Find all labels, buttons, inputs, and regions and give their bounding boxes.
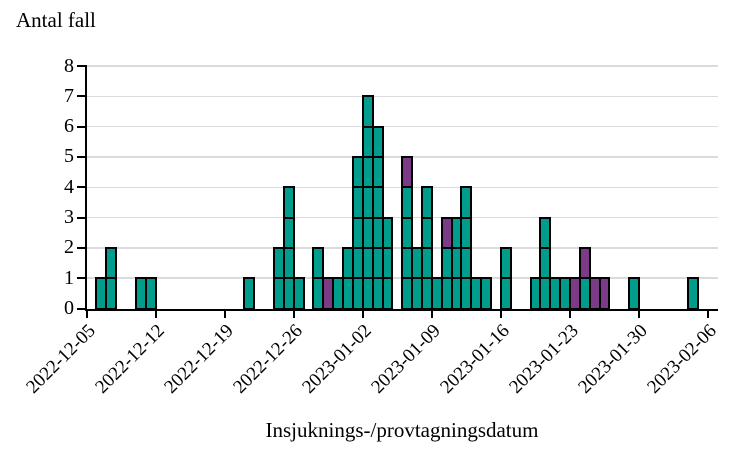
case-cell-teal	[401, 186, 414, 219]
y-axis-tick	[77, 277, 85, 280]
y-axis-tick-label: 2	[64, 236, 74, 259]
y-axis-tick	[77, 246, 85, 249]
y-axis-tick	[77, 307, 85, 310]
case-cell-teal	[499, 277, 512, 310]
y-axis-tick	[77, 125, 85, 128]
x-axis-tick	[707, 310, 710, 318]
plot-area	[86, 65, 718, 310]
y-axis-tick-label: 4	[64, 175, 74, 198]
x-axis-tick	[85, 310, 88, 318]
y-axis-tick-label: 5	[64, 145, 74, 168]
case-cell-teal	[539, 216, 552, 249]
y-axis-tick-label: 1	[64, 266, 74, 289]
case-cell-teal	[282, 246, 295, 280]
y-axis-tick	[77, 216, 85, 219]
x-axis-tick-label: 2023-01-30	[574, 320, 653, 398]
case-cell-teal	[243, 277, 256, 310]
case-cell-teal	[381, 246, 394, 280]
case-cell-teal	[420, 246, 433, 280]
y-axis-tick-label: 6	[64, 115, 74, 138]
x-axis-tick	[430, 310, 433, 318]
case-cell-teal	[371, 186, 384, 219]
case-cell-purple	[401, 155, 414, 189]
gridline	[86, 65, 718, 67]
gridline	[86, 125, 718, 128]
x-axis-tick	[154, 310, 157, 318]
x-axis-tick-label: 2023-01-09	[367, 320, 446, 398]
y-axis-tick	[77, 95, 85, 98]
x-axis-tick-label: 2023-01-23	[505, 320, 584, 398]
y-axis-tick	[77, 186, 85, 189]
y-axis-tick	[77, 65, 85, 67]
case-cell-teal	[460, 186, 473, 219]
y-axis-tick	[77, 155, 85, 158]
x-axis-tick-label: 2023-01-02	[298, 320, 376, 398]
case-cell-teal	[381, 277, 394, 310]
x-axis-tick-label: 2022-12-05	[22, 320, 100, 398]
gridline	[86, 95, 718, 98]
case-cell-teal	[420, 216, 433, 249]
x-axis-tick	[638, 310, 641, 318]
case-cell-teal	[361, 95, 374, 128]
case-cell-teal	[312, 246, 325, 280]
x-axis-tick-label: 2023-02-06	[643, 320, 722, 398]
case-cell-teal	[105, 246, 118, 280]
case-cell-teal	[499, 246, 512, 280]
case-cell-teal	[371, 155, 384, 189]
y-axis-line	[84, 64, 87, 311]
y-axis-tick-label: 3	[64, 206, 74, 229]
y-axis-tick-label: 8	[64, 54, 74, 77]
x-axis-tick	[223, 310, 226, 318]
case-cell-teal	[460, 216, 473, 249]
chart-title: Antal fall	[16, 8, 96, 32]
x-axis-tick	[361, 310, 364, 318]
y-axis-tick-label: 0	[64, 297, 74, 319]
case-cell-teal	[480, 277, 493, 310]
x-axis-line	[84, 308, 718, 311]
y-axis-tick-label: 7	[64, 84, 74, 107]
x-axis-tick-label: 2022-12-19	[160, 320, 238, 398]
case-cell-teal	[282, 186, 295, 219]
case-cell-teal	[105, 277, 118, 310]
case-cell-teal	[371, 125, 384, 158]
case-cell-teal	[420, 186, 433, 219]
x-axis-tick	[292, 310, 295, 318]
case-cell-teal	[282, 216, 295, 249]
case-cell-teal	[539, 246, 552, 280]
case-cell-teal	[687, 277, 700, 310]
case-cell-teal	[460, 246, 473, 280]
x-axis-tick-label: 2023-01-16	[436, 320, 515, 398]
case-cell-teal	[292, 277, 305, 310]
case-cell-teal	[628, 277, 641, 310]
case-cell-teal	[144, 277, 157, 310]
case-cell-purple	[578, 246, 591, 280]
x-axis-tick	[499, 310, 502, 318]
case-cell-teal	[381, 216, 394, 249]
x-axis-tick	[568, 310, 571, 318]
case-cell-purple	[598, 277, 611, 310]
x-axis-title: Insjuknings-/provtagningsdatum	[265, 418, 539, 442]
x-axis-tick-label: 2022-12-26	[229, 320, 307, 398]
case-cell-teal	[401, 216, 414, 249]
x-axis-tick-label: 2022-12-12	[91, 320, 169, 398]
